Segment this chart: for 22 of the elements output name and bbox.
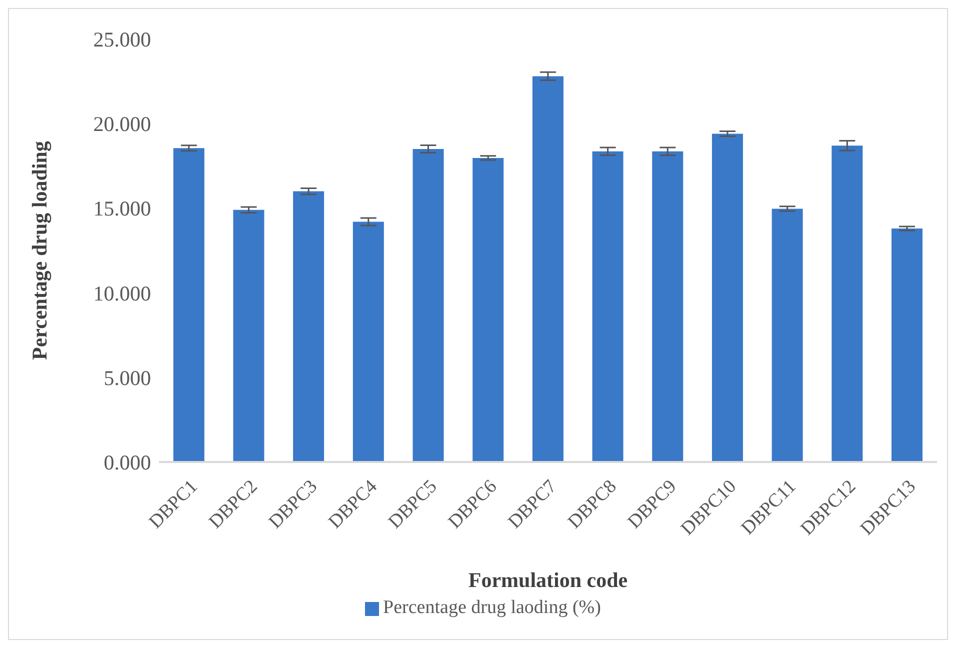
bar xyxy=(772,208,803,462)
bar xyxy=(233,210,264,462)
bar xyxy=(592,151,624,462)
y-axis-title: Percentage drug loading xyxy=(27,140,52,360)
x-axis-title: Formulation code xyxy=(468,568,628,592)
y-tick-label: 5.000 xyxy=(104,366,151,390)
y-tick-label: 25.000 xyxy=(93,27,151,52)
bar xyxy=(173,148,204,462)
bar xyxy=(832,146,863,462)
y-tick-label: 15.000 xyxy=(93,196,151,221)
bar xyxy=(532,76,564,462)
bar xyxy=(293,191,324,462)
legend-label: Percentage drug laoding (%) xyxy=(383,597,601,618)
bar xyxy=(712,134,743,462)
y-tick-label: 10.000 xyxy=(93,281,151,306)
bar xyxy=(412,148,444,462)
bar xyxy=(352,222,384,462)
bar xyxy=(472,158,504,462)
y-tick-label: 20.000 xyxy=(93,112,151,136)
bar xyxy=(652,151,684,462)
bar xyxy=(892,228,923,462)
y-tick-label: 0.000 xyxy=(104,450,151,474)
